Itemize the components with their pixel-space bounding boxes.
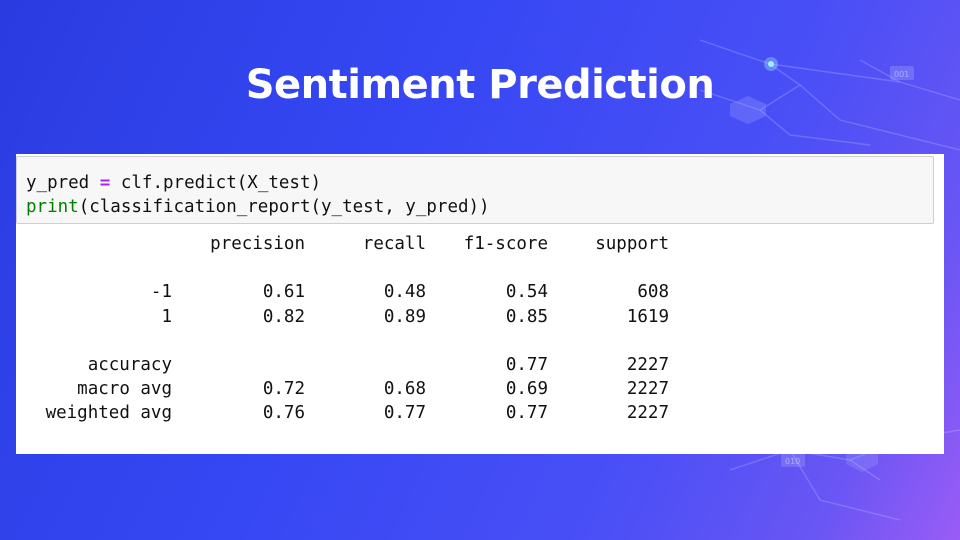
code-operator: =: [99, 173, 111, 193]
header-f1-score: f1-score: [463, 234, 548, 254]
support-value: 1619: [626, 306, 669, 327]
recall-value: 0.89: [383, 306, 426, 327]
report-row-macro-avg: macro avg 0.72 0.68 0.69 2227: [25, 377, 669, 401]
slide-title: Sentiment Prediction: [245, 62, 715, 108]
support-value: 2227: [626, 403, 669, 424]
code-print-args: (classification_report(y_test, y_pred)): [78, 197, 490, 217]
decor-label-001: 001: [894, 70, 909, 79]
row-label: 1: [161, 306, 172, 327]
report-row-class-neg1: -1 0.61 0.48 0.54 608: [25, 280, 669, 304]
report-row-weighted-avg: weighted avg 0.76 0.77 0.77 2227: [25, 401, 669, 425]
recall-value: 0.77: [383, 403, 426, 424]
row-label: macro avg: [77, 379, 172, 400]
header-recall: recall: [362, 234, 426, 254]
report-row-accuracy: accuracy 0.77 2227: [25, 353, 669, 377]
blank-row: [25, 329, 669, 353]
report-row-class-1: 1 0.82 0.89 0.85 1619: [25, 305, 669, 329]
code-call: clf.predict(X_test): [110, 173, 322, 193]
code-text: y_pred = clf.predict(X_test) print(class…: [26, 171, 490, 219]
code-var: y_pred: [26, 173, 100, 193]
blank-row: [25, 256, 669, 280]
decor-label-010: 010: [785, 457, 800, 466]
support-value: 608: [637, 282, 669, 303]
recall-value: 0.48: [383, 282, 426, 303]
f1-value: 0.85: [505, 306, 548, 327]
recall-value: 0.68: [383, 379, 426, 400]
code-print-keyword: print: [26, 197, 79, 217]
support-value: 2227: [626, 379, 669, 400]
precision-value: [172, 353, 305, 377]
f1-value: 0.77: [505, 354, 548, 375]
f1-value: 0.54: [505, 282, 548, 303]
classification-report-output: precision recall f1-score support -1 0.6…: [25, 232, 669, 426]
recall-value: [305, 353, 426, 377]
row-label: accuracy: [87, 354, 172, 375]
row-label: -1: [150, 282, 172, 303]
precision-value: 0.76: [262, 403, 305, 424]
header-precision: precision: [210, 234, 305, 254]
report-header-row: precision recall f1-score support: [25, 232, 669, 256]
precision-value: 0.72: [262, 379, 305, 400]
header-support: support: [595, 234, 669, 254]
support-value: 2227: [626, 354, 669, 375]
f1-value: 0.77: [505, 403, 548, 424]
row-label: weighted avg: [45, 403, 172, 424]
f1-value: 0.69: [505, 379, 548, 400]
notebook-panel: y_pred = clf.predict(X_test) print(class…: [16, 154, 944, 454]
precision-value: 0.82: [262, 306, 305, 327]
precision-value: 0.61: [262, 282, 305, 303]
code-cell[interactable]: y_pred = clf.predict(X_test) print(class…: [16, 156, 934, 224]
